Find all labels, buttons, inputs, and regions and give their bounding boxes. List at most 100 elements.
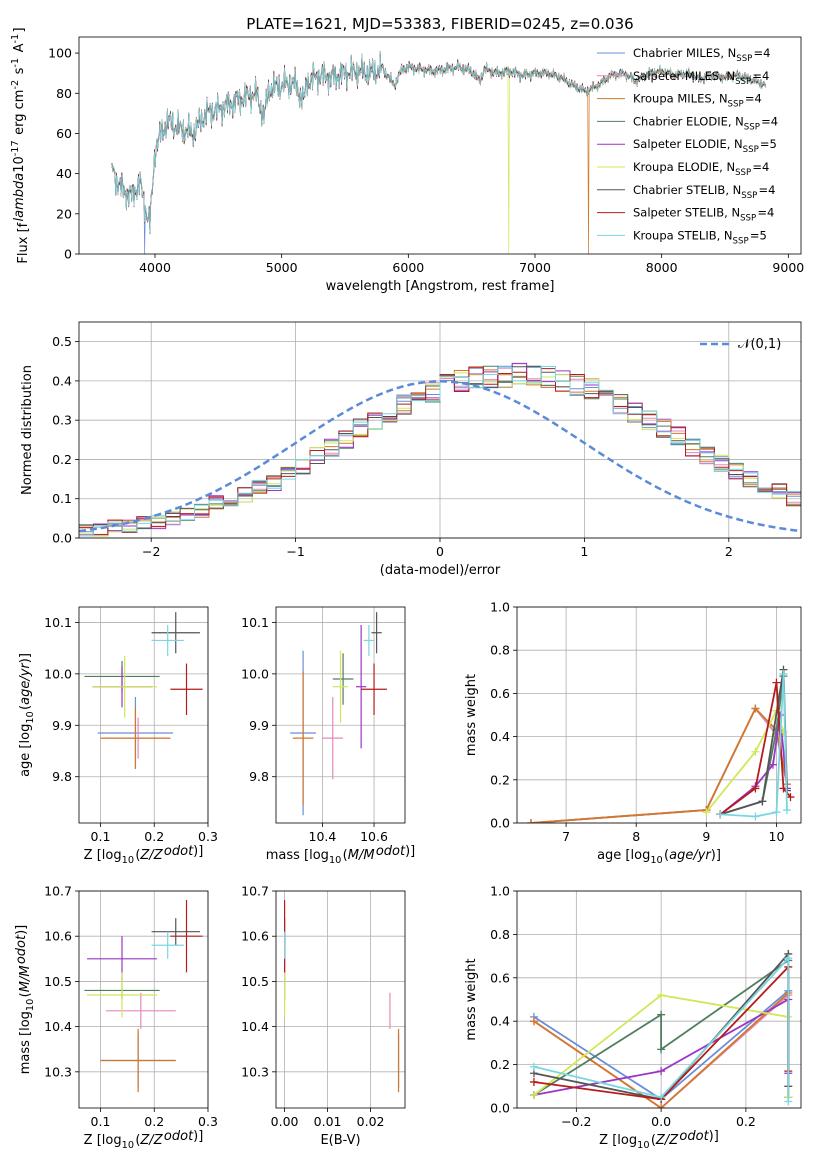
weight-marker <box>784 954 793 963</box>
legend-label: Salpeter ELODIE, NSSP =5 <box>633 137 777 155</box>
axes-frame <box>78 36 802 255</box>
y-axis-label: mass [log10 (M/M odot)] <box>14 925 36 1075</box>
histogram-series <box>79 366 801 537</box>
weight-marker <box>529 1017 538 1026</box>
axes-frame <box>516 606 802 824</box>
weight-marker <box>657 1045 666 1054</box>
axes-frame <box>275 890 406 1109</box>
y-tick-label: 0.4 <box>490 729 510 744</box>
y-tick-label: 0.6 <box>490 970 510 985</box>
weight-vs-Z-panel: −0.2 0.0 0.2 0.0 0.2 0.4 0.6 0.8 1.0 Z [log10 (Z/… <box>464 884 802 1151</box>
x-axis-label: Z [log10 (Z/Z odot)] <box>84 1129 204 1151</box>
plot-area <box>84 612 203 769</box>
x-tick-label: 6000 <box>392 260 424 275</box>
x-axis-label: E(B-V) <box>320 1133 360 1148</box>
spectrum-line <box>111 53 766 233</box>
x-tick-label: 9 <box>702 829 710 844</box>
x-tick-label: 0.1 <box>91 1114 111 1129</box>
y-tick-label: 1.0 <box>490 600 510 615</box>
y-tick-label: 10.4 <box>241 1019 269 1034</box>
weight-marker <box>529 1077 538 1086</box>
y-tick-label: 10.1 <box>44 615 72 630</box>
weight-marker <box>758 797 767 806</box>
plot-area <box>84 900 203 1093</box>
y-tick-label: 10.6 <box>44 929 72 944</box>
x-tick-label: 7 <box>562 829 570 844</box>
x-tick-label: 9000 <box>772 260 804 275</box>
legend-label: Chabrier STELIB, NSSP =4 <box>633 183 775 201</box>
weight-marker <box>751 704 760 713</box>
spectrum-legend: Chabrier MILES, NSSP =4 Salpeter MILES, N… <box>597 46 778 246</box>
normal-curve <box>79 380 801 533</box>
x-tick-label: −2 <box>142 544 160 559</box>
weight-marker <box>772 808 781 817</box>
x-tick-label: 0 <box>436 544 444 559</box>
x-tick-label: 0.2 <box>736 1114 756 1129</box>
legend-label: Salpeter STELIB, NSSP =4 <box>633 206 774 224</box>
weight-marker <box>782 806 791 815</box>
y-axis-label: Normed distribution <box>20 365 35 495</box>
figure-title: PLATE=1621, MJD=53383, FIBERID=0245, z=0… <box>246 15 633 33</box>
y-tick-label: 0.6 <box>490 686 510 701</box>
x-tick-label: 4000 <box>139 260 171 275</box>
mass-vs-Z-panel: 0.1 0.2 0.3 10.3 10.4 10.5 10.6 10.7 Z [log10 (Z… <box>14 884 218 1152</box>
weight-marker <box>657 1093 666 1102</box>
y-tick-label: 0.8 <box>490 927 510 942</box>
axes-frame <box>78 606 209 824</box>
y-tick-label: 0.8 <box>490 643 510 658</box>
axes-frame <box>516 890 802 1109</box>
legend-label: Salpeter MILES, NSSP =4 <box>633 69 769 87</box>
x-tick-label: 0.01 <box>314 1114 342 1129</box>
y-tick-label: 0.0 <box>490 1101 510 1116</box>
x-tick-label: 10 <box>769 829 785 844</box>
y-tick-label: 0.1 <box>52 491 72 506</box>
y-tick-label: 60 <box>56 126 72 141</box>
x-axis-label: Z [log10 (Z/Z odot)] <box>599 1129 719 1151</box>
y-tick-label: 9.8 <box>249 769 269 784</box>
weight-line <box>533 955 790 1102</box>
y-tick-label: 0.2 <box>490 772 510 787</box>
y-tick-label: 40 <box>56 166 72 181</box>
y-tick-label: 0.0 <box>52 531 72 546</box>
weight-marker <box>751 812 760 821</box>
y-axis-label: Flux [f lambda10-17 erg cm-2 s-1 A-1 ] <box>10 27 31 263</box>
x-tick-label: 0.3 <box>198 1114 218 1129</box>
y-tick-label: 100 <box>48 46 72 61</box>
x-tick-label: 0.02 <box>357 1114 385 1129</box>
weight-marker <box>657 1010 666 1019</box>
y-tick-label: 9.8 <box>52 769 72 784</box>
legend-label: Chabrier ELODIE, NSSP =4 <box>633 114 778 132</box>
weight-marker <box>527 819 536 823</box>
mass-vs-ebv-panel: 0.00 0.01 0.02 10.3 10.4 10.5 10.6 10.7 E(B-V) <box>241 884 406 1148</box>
x-tick-label: 8000 <box>646 260 678 275</box>
x-tick-label: 7000 <box>519 260 551 275</box>
x-tick-label: 0.1 <box>91 829 111 844</box>
weight-marker <box>529 1090 538 1099</box>
weight-marker <box>716 810 725 819</box>
x-tick-label: 0.00 <box>271 1114 299 1129</box>
weight-marker <box>786 793 795 802</box>
y-tick-label: 10.5 <box>44 974 72 989</box>
y-tick-label: 10.3 <box>241 1064 269 1079</box>
age-vs-Z-panel: 0.1 0.2 0.3 9.8 9.9 10.0 10.1 Z [log10 (Z/Z odo… <box>18 606 218 866</box>
y-tick-label: 10.7 <box>241 884 269 899</box>
y-axis-label: age [log10 (age/yr)] <box>18 653 36 777</box>
weight-marker <box>751 747 760 756</box>
x-axis-label: mass [log10 (M/M odot)] <box>266 844 416 866</box>
y-tick-label: 10.0 <box>44 666 72 681</box>
plot-area <box>111 50 766 254</box>
age-vs-mass-panel: 10.4 10.6 9.8 9.9 10.0 10.1 mass [log10 (M/M o… <box>241 606 416 866</box>
weight-marker <box>657 1104 666 1108</box>
x-tick-label: 1 <box>580 544 588 559</box>
y-tick-label: 10.6 <box>241 929 269 944</box>
x-axis-label: Z [log10 (Z/Z odot)] <box>84 844 204 866</box>
y-tick-label: 10.0 <box>241 666 269 681</box>
x-tick-label: 10.4 <box>309 829 337 844</box>
spectrum-line <box>111 52 766 254</box>
y-tick-label: 0.4 <box>52 373 72 388</box>
x-tick-label: 5000 <box>266 260 298 275</box>
plot-area <box>79 362 801 537</box>
weight-marker <box>657 1067 666 1076</box>
y-tick-label: 0.0 <box>490 816 510 831</box>
